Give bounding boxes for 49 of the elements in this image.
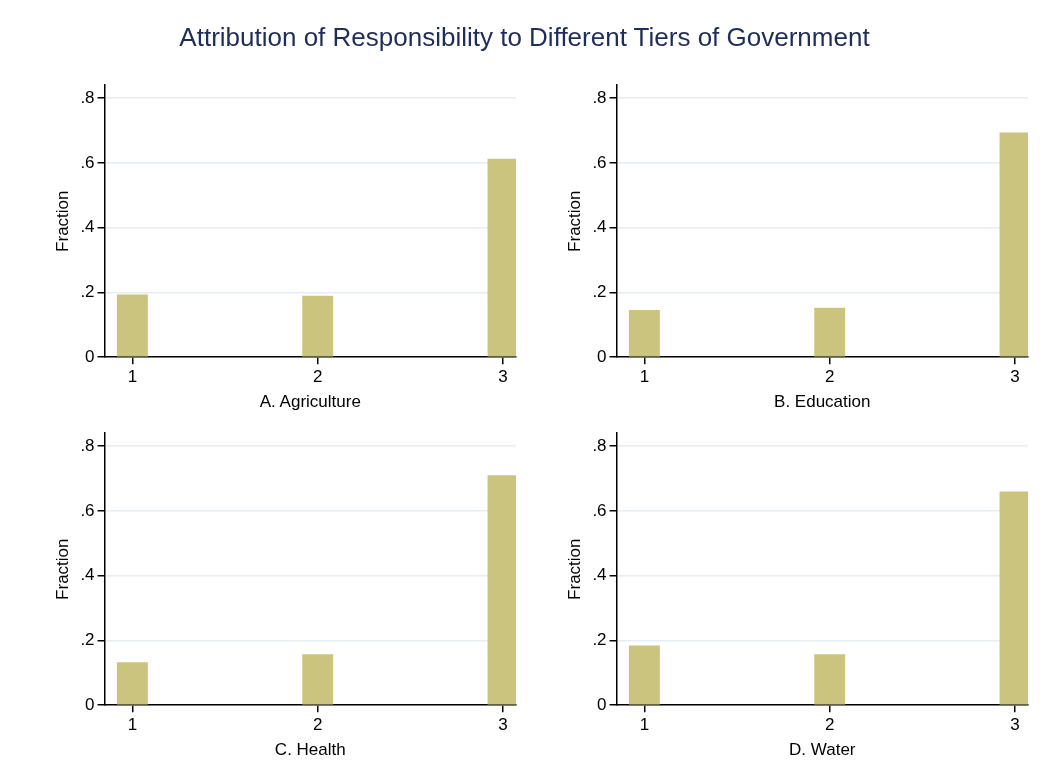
x-tick-label: 1 (127, 367, 138, 387)
y-tick-label: .8 (592, 435, 607, 455)
y-tick-label: .6 (592, 152, 607, 172)
bar (116, 662, 148, 705)
x-tick-label: 3 (498, 367, 508, 387)
y-tick-label: .4 (592, 217, 607, 237)
bar (628, 309, 660, 357)
y-tick-label: 0 (85, 694, 95, 714)
y-tick-label: .8 (592, 87, 607, 107)
bar (116, 294, 148, 357)
x-axis-title: A. Agriculture (259, 392, 361, 412)
x-tick-label: 2 (824, 367, 835, 387)
x-tick-label: 2 (824, 715, 835, 735)
y-tick-label: .2 (80, 282, 95, 302)
y-tick-label: .8 (80, 435, 95, 455)
y-tick-label: .6 (80, 152, 95, 172)
y-axis-title: Fraction (52, 538, 72, 600)
y-tick-label: 0 (597, 694, 607, 714)
x-tick-label: 2 (312, 715, 323, 735)
y-axis-title: Fraction (564, 190, 584, 252)
y-tick-label: .6 (80, 500, 95, 520)
x-axis-title: B. Education (774, 392, 871, 412)
y-tick-label: .4 (592, 565, 607, 585)
x-axis-title: D. Water (789, 740, 856, 760)
x-axis-title: C. Health (274, 740, 346, 760)
y-tick-label: .6 (592, 500, 607, 520)
y-axis-title: Fraction (564, 538, 584, 600)
y-tick-label: .2 (592, 282, 607, 302)
y-tick-label: .2 (80, 630, 95, 650)
y-tick-label: .4 (80, 217, 95, 237)
y-tick-label: .4 (80, 565, 95, 585)
y-tick-label: 0 (85, 346, 95, 366)
bar (302, 295, 334, 357)
y-axis-title: Fraction (52, 190, 72, 252)
bar (628, 645, 660, 705)
x-tick-label: 2 (312, 367, 323, 387)
x-tick-label: 1 (639, 367, 650, 387)
bar (814, 654, 846, 705)
x-tick-label: 3 (1010, 367, 1020, 387)
y-tick-label: 0 (597, 346, 607, 366)
bar (302, 654, 334, 705)
y-tick-label: .2 (592, 630, 607, 650)
bar (814, 307, 846, 357)
chart-title: Attribution of Responsibility to Different Tiers of Government (178, 22, 871, 53)
x-tick-label: 3 (498, 715, 508, 735)
x-tick-label: 3 (1010, 715, 1020, 735)
y-tick-label: .8 (80, 87, 95, 107)
x-tick-label: 1 (127, 715, 138, 735)
x-tick-label: 1 (639, 715, 650, 735)
